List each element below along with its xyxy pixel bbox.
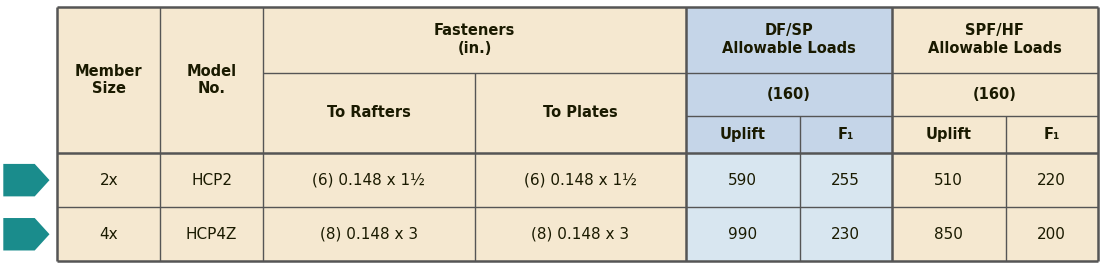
Text: (6) 0.148 x 1½: (6) 0.148 x 1½ bbox=[312, 173, 426, 188]
Bar bbox=[57, 7, 1098, 153]
Text: (8) 0.148 x 3: (8) 0.148 x 3 bbox=[320, 227, 418, 242]
Text: 4x: 4x bbox=[99, 227, 118, 242]
Text: SPF/HF
Allowable Loads: SPF/HF Allowable Loads bbox=[928, 23, 1062, 56]
Text: Fasteners
(in.): Fasteners (in.) bbox=[433, 23, 515, 56]
Text: HCP4Z: HCP4Z bbox=[186, 227, 238, 242]
Text: 510: 510 bbox=[934, 173, 964, 188]
Bar bbox=[57, 153, 686, 261]
Text: To Plates: To Plates bbox=[542, 105, 617, 120]
Bar bbox=[892, 153, 1098, 261]
Text: 255: 255 bbox=[832, 173, 860, 188]
Text: 990: 990 bbox=[728, 227, 758, 242]
Text: 220: 220 bbox=[1037, 173, 1066, 188]
Bar bbox=[686, 7, 892, 153]
Polygon shape bbox=[3, 218, 49, 251]
Text: F₁: F₁ bbox=[837, 127, 854, 142]
Text: (160): (160) bbox=[972, 87, 1016, 102]
Text: 200: 200 bbox=[1037, 227, 1066, 242]
Text: Member
Size: Member Size bbox=[75, 64, 143, 96]
Text: 230: 230 bbox=[832, 227, 860, 242]
Bar bbox=[686, 153, 892, 261]
Text: Uplift: Uplift bbox=[719, 127, 766, 142]
Text: To Rafters: To Rafters bbox=[327, 105, 410, 120]
Text: Model
No.: Model No. bbox=[187, 64, 236, 96]
Polygon shape bbox=[3, 164, 49, 196]
Text: (160): (160) bbox=[767, 87, 811, 102]
Text: HCP2: HCP2 bbox=[191, 173, 232, 188]
Text: F₁: F₁ bbox=[1044, 127, 1060, 142]
Text: 850: 850 bbox=[934, 227, 964, 242]
Text: DF/SP
Allowable Loads: DF/SP Allowable Loads bbox=[722, 23, 856, 56]
Text: Uplift: Uplift bbox=[926, 127, 971, 142]
Text: (8) 0.148 x 3: (8) 0.148 x 3 bbox=[531, 227, 629, 242]
Text: 2x: 2x bbox=[99, 173, 118, 188]
Text: (6) 0.148 x 1½: (6) 0.148 x 1½ bbox=[524, 173, 637, 188]
Text: 590: 590 bbox=[728, 173, 757, 188]
